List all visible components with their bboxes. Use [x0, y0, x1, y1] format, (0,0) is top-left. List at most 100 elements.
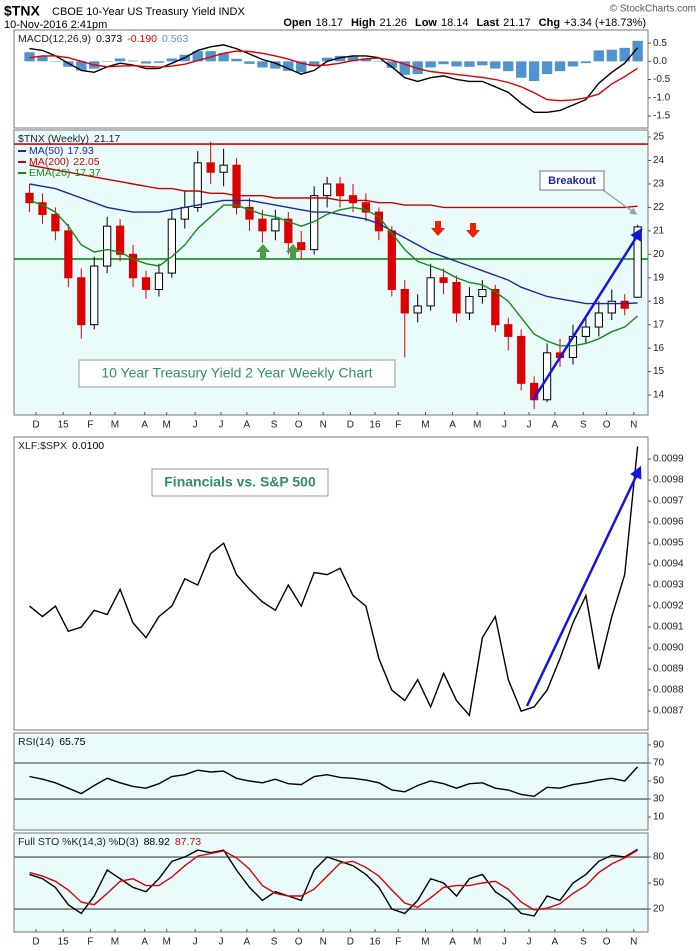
histogram-bar — [464, 61, 475, 67]
candle-body — [77, 277, 86, 326]
x-tick-label: 15 — [58, 937, 70, 948]
legend-title: XLF:$SPX — [18, 440, 67, 452]
histogram-bar — [593, 50, 605, 62]
histogram-bar — [63, 61, 74, 67]
caption-box — [78, 359, 396, 388]
legend-value: 17.37 — [74, 167, 100, 179]
candle-body — [581, 326, 591, 337]
histogram-bar — [541, 61, 553, 75]
y-tick-label: 0.0090 — [653, 643, 684, 654]
histogram-bar — [321, 57, 333, 62]
caption-text: 10 Year Treasury Yield 2 Year Weekly Cha… — [101, 365, 372, 381]
y-tick-label: 30 — [653, 794, 665, 805]
histogram-bar — [451, 61, 462, 67]
histogram-bar — [37, 55, 48, 62]
legend-value: 88.92 — [144, 836, 170, 848]
candle-body — [465, 296, 474, 314]
histogram-bar — [140, 61, 152, 64]
legend-value: 0.563 — [162, 33, 188, 45]
histogram-bar — [270, 61, 281, 69]
candle-body — [400, 289, 409, 314]
legend-title: RSI(14) — [18, 736, 54, 748]
candle-body — [633, 226, 642, 298]
histogram-bar — [438, 61, 449, 65]
y-tick-label: 19 — [653, 272, 665, 283]
histogram-bar — [50, 61, 61, 62]
x-tick-label: J — [526, 420, 531, 431]
histogram-bar — [477, 61, 488, 66]
quote-label: Open — [283, 17, 311, 29]
callout-pointer — [602, 189, 638, 215]
legend-value: 0.373 — [96, 33, 122, 45]
x-tick-label: M — [473, 420, 481, 431]
histogram-bar — [554, 61, 566, 72]
histogram-bar — [76, 61, 87, 71]
candle-body — [64, 230, 73, 279]
y-tick-label: 0.0088 — [653, 685, 684, 696]
y-tick-label: 0.0093 — [653, 580, 684, 591]
x-tick-label: O — [603, 937, 611, 948]
line-series — [29, 164, 638, 209]
candle-body — [232, 164, 241, 208]
legend-value: 21.17 — [94, 133, 120, 145]
line-series — [29, 199, 639, 347]
y-tick-label: 25 — [653, 132, 665, 143]
quote-label: High — [351, 17, 376, 29]
candle-body — [115, 225, 125, 255]
histogram-bar — [257, 61, 268, 68]
instrument-name: CBOE 10-Year US Treasury Yield INDX — [52, 6, 245, 18]
caption-text: Financials vs. S&P 500 — [164, 474, 316, 490]
up-arrow — [286, 244, 300, 259]
histogram-bar — [166, 58, 178, 62]
x-tick-label: 15 — [58, 420, 70, 431]
x-tick-label: D — [347, 937, 354, 948]
x-tick-label: J — [526, 937, 531, 948]
histogram-bar — [334, 55, 346, 62]
x-tick-label: 16 — [369, 420, 381, 431]
histogram-bar — [283, 61, 294, 71]
x-tick-label: J — [219, 937, 224, 948]
y-tick-label: 0.0092 — [653, 601, 684, 612]
up-arrow — [256, 244, 270, 259]
candle-body — [426, 277, 435, 307]
x-tick-label: A — [141, 420, 148, 431]
x-tick-label: M — [473, 937, 481, 948]
candle-body — [271, 218, 280, 232]
histogram-bar — [516, 61, 527, 78]
legend-name: MA(50) — [29, 145, 63, 157]
x-tick-label: M — [111, 420, 119, 431]
y-tick-label: 0.0094 — [653, 559, 684, 570]
x-tick-label: S — [271, 937, 278, 948]
histogram-bar — [296, 61, 307, 73]
candle-body — [219, 164, 228, 173]
candle-body — [607, 300, 616, 314]
credit: © StockCharts.com — [610, 4, 696, 15]
y-tick-label: 0.0097 — [653, 496, 684, 507]
x-tick-label: J — [502, 937, 507, 948]
legend-value: -0.190 — [127, 33, 157, 45]
down-arrow — [466, 223, 480, 238]
candle-body — [413, 305, 422, 314]
y-tick-label: -1.0 — [653, 92, 671, 103]
legend-value: 0.0100 — [72, 440, 104, 452]
quote-value: 18.17 — [315, 17, 343, 29]
histogram-bar — [580, 61, 592, 64]
x-tick-label: M — [421, 937, 429, 948]
x-tick-label: N — [630, 420, 637, 431]
candle-body — [258, 218, 267, 232]
y-tick-label: 0.0091 — [653, 622, 684, 633]
x-tick-label: N — [320, 420, 327, 431]
trend-arrow — [525, 465, 642, 707]
y-tick-label: 15 — [653, 366, 665, 377]
y-tick-label: 10 — [653, 812, 665, 823]
legend-name: MA(200) — [29, 156, 69, 168]
y-tick-label: 50 — [653, 776, 665, 787]
x-tick-label: D — [32, 420, 39, 431]
y-tick-label: 0.0099 — [653, 454, 684, 465]
panel-background — [13, 732, 649, 831]
legend-title: Full STO %K(14,3) %D(3) — [18, 836, 139, 848]
x-tick-label: F — [87, 937, 93, 948]
line-series — [29, 44, 639, 113]
candle-body — [478, 289, 487, 298]
legend: $TNX (Weekly) 21.17 — [18, 133, 120, 145]
